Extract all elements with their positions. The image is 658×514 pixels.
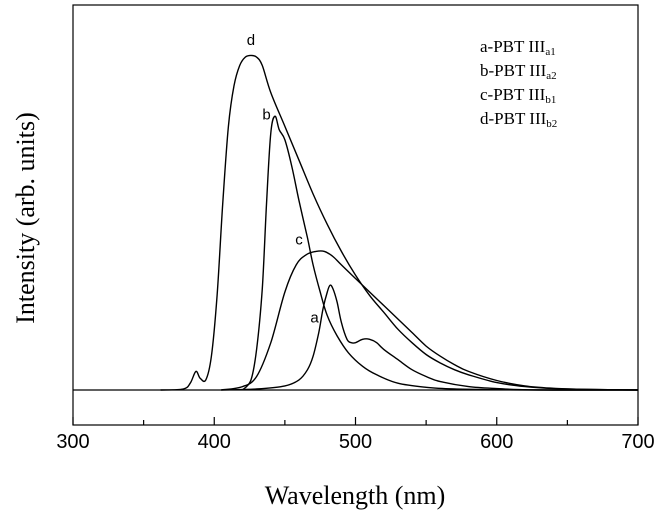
plot-frame: [72, 4, 639, 426]
legend-entry: b-PBT IIIa2: [480, 61, 557, 82]
legend: a-PBT IIIa1 b-PBT IIIa2 c-PBT IIIb1 d-PBT I…: [480, 37, 557, 130]
x-tick-label: 300: [56, 431, 89, 453]
spectra-series: [160, 54, 639, 391]
curve-label-c: c: [295, 232, 303, 249]
x-axis-ticks: [72, 417, 639, 425]
curve-label-d: d: [247, 32, 255, 49]
curve-label-b: b: [262, 107, 270, 124]
series-line-c: [221, 250, 639, 391]
series-line-b: [241, 115, 639, 391]
x-tick-label: 700: [621, 431, 654, 453]
curve-label-a: a: [310, 309, 319, 326]
series-line-a: [221, 284, 638, 391]
legend-entry: d-PBT IIIb2: [480, 109, 557, 130]
x-axis-title: Wavelength (nm): [265, 481, 446, 510]
curve-labels: d b c a: [247, 32, 320, 326]
series-line-d: [160, 54, 639, 391]
legend-entry: a-PBT IIIa1: [480, 37, 556, 58]
x-tick-label: 500: [339, 431, 372, 453]
x-axis-tick-labels: 300 400 500 600 700: [56, 431, 654, 453]
y-axis-title: Intensity (arb. units): [11, 112, 40, 324]
legend-entry: c-PBT IIIb1: [480, 85, 556, 106]
x-tick-label: 600: [480, 431, 513, 453]
x-tick-label: 400: [198, 431, 231, 453]
